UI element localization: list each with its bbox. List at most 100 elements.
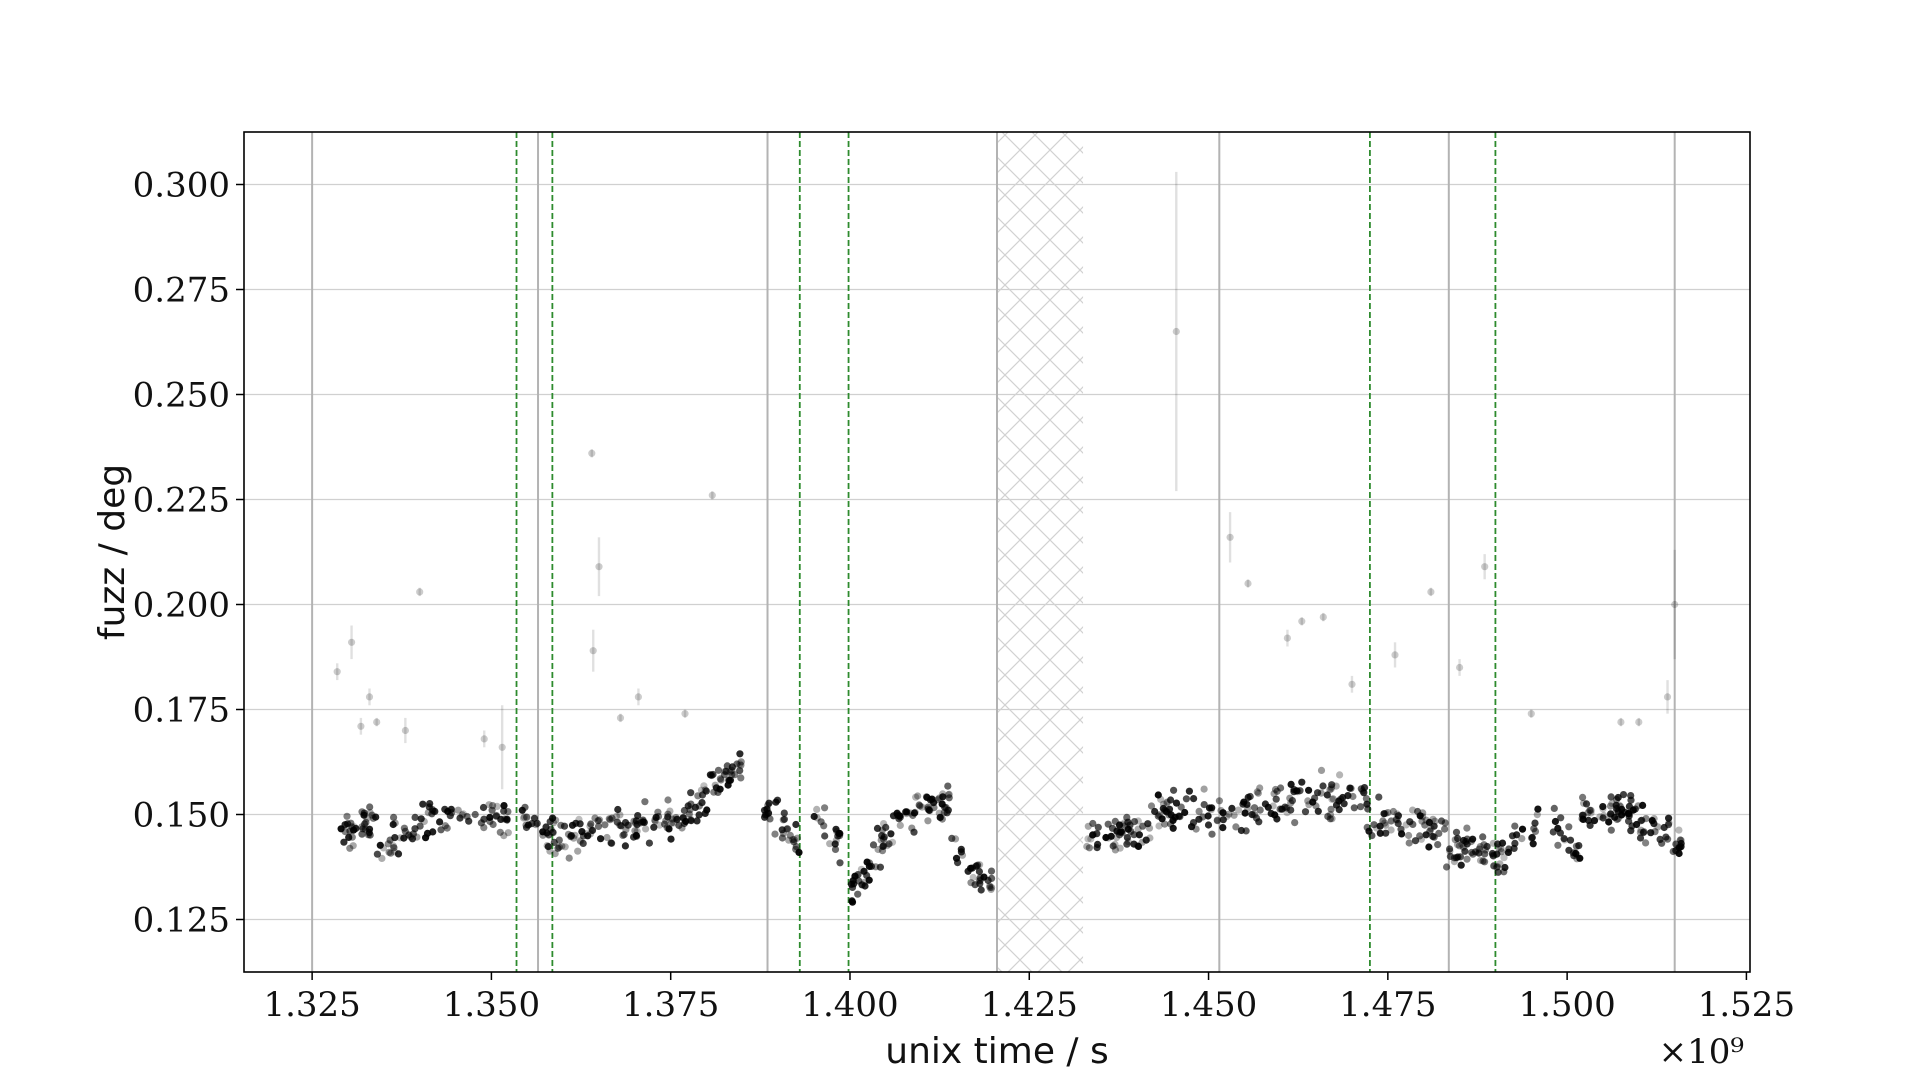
data-point [1530,825,1538,833]
data-point [763,805,771,813]
data-point [1658,839,1666,847]
data-point [1430,822,1438,830]
data-point [1157,795,1165,804]
data-point [346,844,354,852]
data-point [975,867,984,876]
data-point [1104,834,1113,842]
data-point [923,793,931,802]
data-point [1382,821,1390,829]
data-point [1084,822,1092,830]
data-point [780,815,789,823]
data-point [616,811,624,819]
data-point [1454,853,1462,861]
data-point [948,834,956,843]
data-point [378,854,386,863]
data-point [1287,806,1295,814]
data-point [654,808,662,816]
data-point [436,818,444,826]
data-point [504,829,512,837]
data-point [1586,806,1594,814]
data-point [938,815,946,823]
data-point [831,840,839,848]
data-point [1182,795,1190,803]
data-point [1452,828,1461,836]
data-point [988,884,996,892]
data-point [588,826,597,835]
data-point [987,867,996,875]
data-point [1323,791,1331,799]
data-point [1638,816,1646,824]
data-point [1446,852,1454,861]
data-point [416,822,424,830]
data-point [1317,789,1325,797]
data-point [1599,814,1607,822]
data-point [1435,829,1443,838]
data-point [1248,810,1256,819]
data-point [1188,823,1196,831]
data-point [587,827,595,835]
data-point [1327,805,1335,813]
data-point [1286,794,1294,802]
data-point [1672,847,1680,855]
data-point [1328,781,1336,789]
data-point [1350,804,1358,812]
data-point [1199,813,1207,821]
data-point [574,847,582,855]
data-point [1550,804,1558,813]
data-point [772,798,780,806]
data-point [631,827,639,835]
data-point [944,782,952,790]
data-point [419,800,427,808]
x-tick-label: 1.325 [263,985,360,1025]
data-point [711,781,719,789]
outlier-point [681,710,689,718]
data-point [1468,848,1476,857]
data-point [1607,826,1615,834]
data-point [771,830,779,838]
data-point [880,835,888,843]
data-point [895,815,903,823]
data-point [790,836,798,844]
data-point [1380,810,1388,818]
data-point [678,824,686,832]
data-point [1534,805,1542,813]
data-point [1455,842,1463,850]
data-point [567,832,576,840]
data-point [1232,823,1240,831]
data-point [1560,835,1568,843]
data-point [595,816,604,824]
data-point [1480,841,1488,849]
outlier-point [1319,613,1327,621]
data-point [1332,801,1341,809]
data-point [703,806,711,814]
data-point [565,854,573,862]
data-point [737,761,745,769]
data-point [1421,821,1429,829]
outlier-point [1427,588,1435,596]
data-point [1500,868,1508,876]
data-point [1417,835,1425,843]
data-point [924,817,932,825]
data-point [522,813,531,821]
data-point [1675,826,1683,834]
data-point [903,808,911,816]
data-point [1234,806,1243,814]
data-point [1200,801,1208,809]
data-point [1155,822,1163,830]
data-point [1633,820,1641,829]
outlier-point [1671,600,1679,609]
data-point [1590,817,1599,825]
data-point [700,782,708,790]
data-point [1479,857,1487,865]
data-point [1237,826,1245,835]
data-point [1409,820,1417,829]
data-point [443,824,451,832]
data-point [546,818,554,826]
data-point [1664,821,1673,829]
data-point [1625,802,1633,811]
data-point [458,811,466,819]
data-point [1336,771,1344,779]
data-point [662,817,670,825]
data-point [1309,798,1317,806]
x-tick-label: 1.375 [622,985,719,1025]
